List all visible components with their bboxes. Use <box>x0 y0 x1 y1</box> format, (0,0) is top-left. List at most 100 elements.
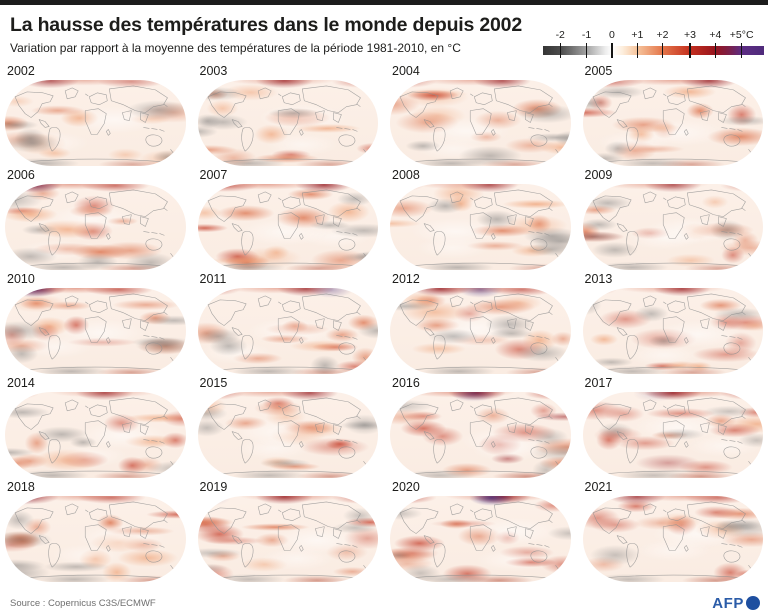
year-label: 2004 <box>392 64 420 78</box>
world-map-2012 <box>390 288 571 374</box>
footer: Source : Copernicus C3S/ECMWF AFP <box>10 594 760 612</box>
world-map-2018 <box>5 496 186 582</box>
map-cell-2013: 2013 <box>582 272 763 374</box>
year-label: 2008 <box>392 168 420 182</box>
legend-tick-mark <box>661 43 664 58</box>
world-map-2011 <box>197 288 378 374</box>
top-bar <box>0 0 768 5</box>
map-cell-2018: 2018 <box>5 480 186 582</box>
year-label: 2015 <box>199 376 228 390</box>
world-map-2008 <box>390 184 571 270</box>
legend-tick-label: -2 <box>555 29 565 41</box>
map-cell-2003: 2003 <box>197 64 378 166</box>
world-map-2003 <box>197 80 378 166</box>
map-cell-2015: 2015 <box>197 376 378 478</box>
continent-outlines <box>592 397 752 475</box>
world-map-2019 <box>197 496 378 582</box>
map-cell-2021: 2021 <box>582 480 763 582</box>
year-label: 2009 <box>584 168 613 182</box>
continent-outlines <box>207 397 367 475</box>
maps-grid: 2002 2003 2004 2005 2006 2007 2008 2009 2010 2011… <box>5 64 763 582</box>
continent-outlines <box>592 293 752 371</box>
year-label: 2017 <box>584 376 613 390</box>
color-scale-legend: -2 -1 0 +1 +2 +3 +4 +5°C <box>543 27 764 63</box>
legend-bar-wrap <box>543 42 764 63</box>
year-label: 2013 <box>584 272 613 286</box>
continent-outlines <box>207 85 367 163</box>
map-cell-2005: 2005 <box>582 64 763 166</box>
afp-logo-dot-icon <box>746 596 760 610</box>
page-subtitle: Variation par rapport à la moyenne des t… <box>10 41 461 55</box>
continent-outlines <box>207 501 367 579</box>
year-label: 2003 <box>199 64 228 78</box>
legend-tick-mark <box>714 43 716 58</box>
continent-outlines <box>592 501 752 579</box>
map-cell-2011: 2011 <box>197 272 378 374</box>
world-map-2010 <box>5 288 186 374</box>
world-map-2007 <box>197 184 378 270</box>
legend-tick-label: -1 <box>581 29 592 41</box>
map-cell-2007: 2007 <box>197 168 378 270</box>
world-map-2004 <box>390 80 571 166</box>
year-label: 2011 <box>199 272 227 286</box>
continent-outlines <box>14 397 174 475</box>
continent-outlines <box>592 189 752 267</box>
map-cell-2019: 2019 <box>197 480 378 582</box>
legend-tick-mark <box>585 43 588 58</box>
continent-outlines <box>14 501 174 579</box>
world-map-2016 <box>390 392 571 478</box>
map-cell-2002: 2002 <box>5 64 186 166</box>
continent-outlines <box>592 85 752 163</box>
year-label: 2007 <box>199 168 228 182</box>
legend-tick-label: +5°C <box>729 29 754 41</box>
world-map-2015 <box>197 392 378 478</box>
continent-outlines <box>399 293 559 371</box>
source-credit: Source : Copernicus C3S/ECMWF <box>10 597 156 609</box>
legend-gradient-bar <box>543 46 764 55</box>
year-label: 2005 <box>584 64 613 78</box>
year-label: 2006 <box>7 168 35 182</box>
world-map-2009 <box>582 184 763 270</box>
map-cell-2017: 2017 <box>582 376 763 478</box>
map-cell-2016: 2016 <box>390 376 571 478</box>
legend-tick-mark <box>559 43 561 58</box>
legend-tick-labels: -2 -1 0 +1 +2 +3 +4 +5°C <box>543 27 764 42</box>
continent-outlines <box>399 501 559 579</box>
year-label: 2002 <box>7 64 35 78</box>
year-label: 2014 <box>7 376 35 390</box>
legend-tick-label: 0 <box>609 29 615 41</box>
continent-outlines <box>14 85 174 163</box>
legend-tick-label: +3 <box>683 29 696 41</box>
afp-logo-text: AFP <box>712 594 744 612</box>
world-map-2017 <box>582 392 763 478</box>
world-map-2020 <box>390 496 571 582</box>
world-map-2005 <box>582 80 763 166</box>
year-label: 2012 <box>392 272 420 286</box>
map-cell-2010: 2010 <box>5 272 186 374</box>
year-label: 2010 <box>7 272 35 286</box>
continent-outlines <box>14 293 174 371</box>
continent-outlines <box>14 189 174 267</box>
map-cell-2008: 2008 <box>390 168 571 270</box>
year-label: 2019 <box>199 480 228 494</box>
continent-outlines <box>399 85 559 163</box>
year-label: 2021 <box>584 480 613 494</box>
map-cell-2009: 2009 <box>582 168 763 270</box>
world-map-2014 <box>5 392 186 478</box>
legend-tick-label: +4 <box>709 29 722 41</box>
year-label: 2016 <box>392 376 420 390</box>
continent-outlines <box>207 293 367 371</box>
legend-tick-mark <box>689 43 691 58</box>
map-cell-2006: 2006 <box>5 168 186 270</box>
world-map-2002 <box>5 80 186 166</box>
legend-tick-mark <box>611 43 613 58</box>
world-map-2006 <box>5 184 186 270</box>
year-label: 2018 <box>7 480 35 494</box>
page-title: La hausse des températures dans le monde… <box>10 14 522 36</box>
year-label: 2020 <box>392 480 420 494</box>
legend-tick-label: +2 <box>656 29 669 41</box>
afp-logo: AFP <box>712 595 760 612</box>
continent-outlines <box>207 189 367 267</box>
legend-tick-label: +1 <box>631 29 644 41</box>
